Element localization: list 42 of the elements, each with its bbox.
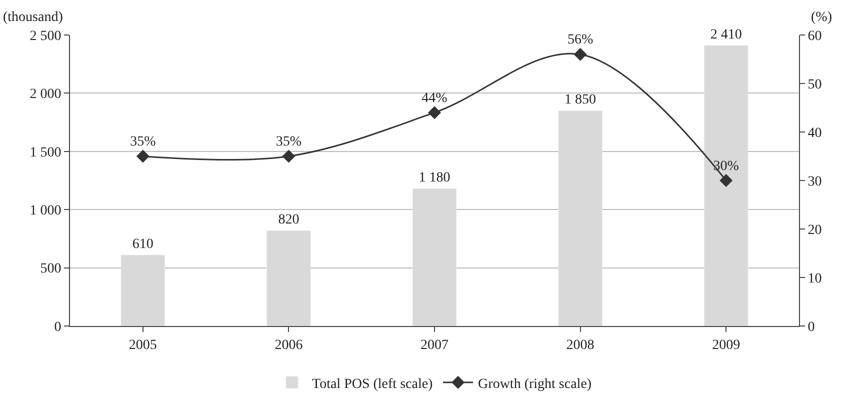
point [574, 48, 587, 61]
x-tick-label: 2008 [566, 338, 594, 353]
x-tick-label: 2005 [128, 338, 157, 353]
bar [120, 254, 166, 326]
legend-label: Growth (right scale) [478, 376, 592, 392]
y2-tick-label: 60 [808, 28, 822, 44]
data-label: 820 [278, 212, 300, 228]
bar [266, 230, 311, 326]
y2-tick-label: 20 [808, 222, 822, 238]
data-label: 2 410 [710, 27, 742, 42]
point [720, 174, 733, 187]
y-tick-label: 0 [54, 320, 62, 335]
y2-tick-label: 30 [808, 174, 822, 190]
y-tick-label: 500 [40, 262, 62, 277]
data-label: 610 [132, 237, 154, 252]
x-tick-label: 2007 [420, 338, 448, 353]
data-label: 44% [422, 90, 448, 106]
x-tick-label: 2009 [712, 338, 740, 353]
bar [704, 45, 748, 326]
bar [412, 188, 457, 326]
point [136, 150, 150, 163]
point [282, 150, 296, 163]
y-tick-label: 2 500 [30, 28, 62, 44]
legend-label: Total POS (left scale) [312, 376, 434, 392]
y-tick-label: 2 000 [30, 87, 62, 102]
data-label: 35% [276, 134, 302, 150]
x-tick-label: 2006 [274, 338, 303, 353]
data-label: 1 850 [564, 92, 596, 108]
data-label: 30% [713, 158, 740, 174]
y2-axis-title: (%) [811, 10, 832, 25]
data-label: 1 180 [418, 170, 450, 186]
data-label: 56% [567, 32, 594, 48]
y2-tick-label: 50 [808, 77, 822, 92]
y-tick-label: 1 000 [30, 204, 62, 218]
y-tick-label: 1 500 [30, 145, 62, 160]
bar [558, 110, 602, 326]
y2-tick-label: 40 [808, 126, 822, 141]
y2-tick-label: 0 [808, 320, 815, 335]
point [428, 106, 441, 120]
data-label: 35% [130, 134, 156, 150]
y2-tick-label: 10 [808, 271, 822, 286]
y-axis-title: (thousand) [3, 10, 64, 25]
